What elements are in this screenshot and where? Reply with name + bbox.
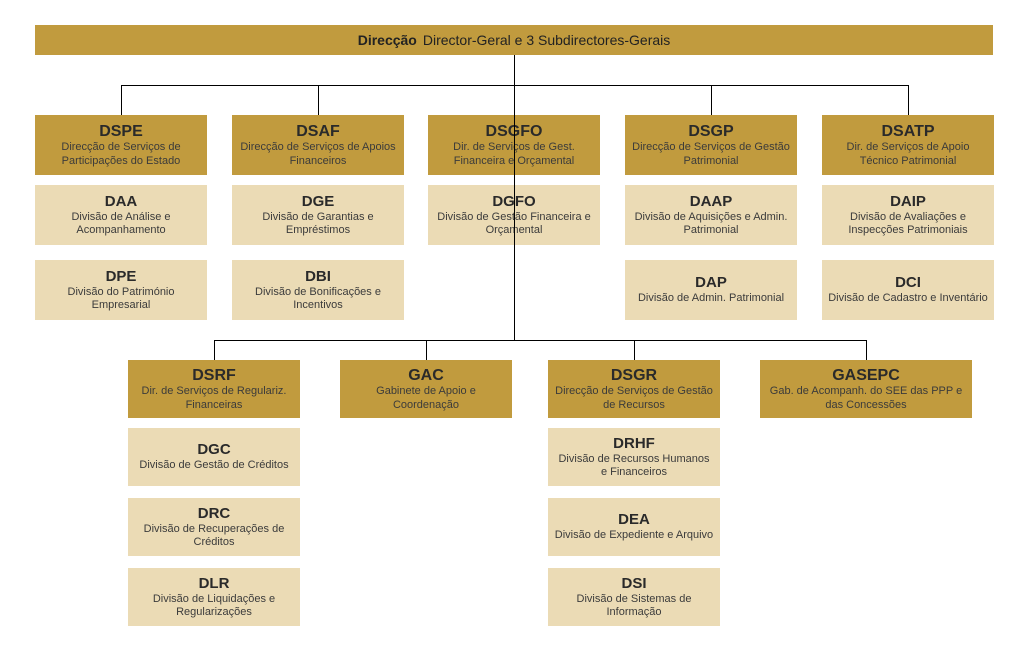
row1-dir-dsaf-abbr: DSAF xyxy=(296,122,340,141)
row2-unit-dsrf-abbr: DSRF xyxy=(192,366,236,385)
row1-div-dbi-abbr: DBI xyxy=(305,268,331,286)
connector-h xyxy=(214,340,866,341)
row2-div-dlr-abbr: DLR xyxy=(199,575,230,593)
root-title: Direcção xyxy=(358,32,417,48)
row1-div-daa-abbr: DAA xyxy=(105,193,138,211)
row1-div-dbi: DBIDivisão de Bonificações e Incentivos xyxy=(232,260,404,320)
row2-div-drhf-abbr: DRHF xyxy=(613,435,655,453)
row2-div-dsi-desc: Divisão de Sistemas de Informação xyxy=(554,593,714,619)
row2-unit-gac-abbr: GAC xyxy=(408,366,444,385)
row2-unit-dsgr: DSGRDirecção de Serviços de Gestão de Re… xyxy=(548,360,720,418)
connector-v xyxy=(514,85,515,340)
row1-div-dap-desc: Divisão de Admin. Patrimonial xyxy=(638,292,784,305)
row2-div-dsi-abbr: DSI xyxy=(621,575,646,593)
row2-div-dgc: DGCDivisão de Gestão de Créditos xyxy=(128,428,300,486)
row2-unit-gac-desc: Gabinete de Apoio e Coordenação xyxy=(346,385,506,411)
row2-div-dlr: DLRDivisão de Liquidações e Regularizaçõ… xyxy=(128,568,300,626)
row1-div-daap-desc: Divisão de Aquisições e Admin. Patrimoni… xyxy=(631,211,791,237)
connector-v xyxy=(426,340,427,360)
row1-div-dci-desc: Divisão de Cadastro e Inventário xyxy=(828,292,988,305)
connector-v xyxy=(908,85,909,115)
row2-unit-gasepc-abbr: GASEPC xyxy=(832,366,900,385)
connector-v xyxy=(318,85,319,115)
row1-dir-dsaf: DSAFDirecção de Serviços de Apoios Finan… xyxy=(232,115,404,175)
row2-div-drhf: DRHFDivisão de Recursos Humanos e Financ… xyxy=(548,428,720,486)
row2-div-dea-abbr: DEA xyxy=(618,511,650,529)
row1-dir-dspe-abbr: DSPE xyxy=(99,122,143,141)
row1-div-daap-abbr: DAAP xyxy=(690,193,733,211)
row2-unit-dsrf: DSRFDir. de Serviços de Regulariz. Finan… xyxy=(128,360,300,418)
row1-div-dge-abbr: DGE xyxy=(302,193,335,211)
row2-div-drhf-desc: Divisão de Recursos Humanos e Financeiro… xyxy=(554,453,714,479)
row2-unit-gasepc-desc: Gab. de Acompanh. do SEE das PPP e das C… xyxy=(766,385,966,411)
connector-v xyxy=(711,85,712,115)
row1-dir-dsatp-abbr: DSATP xyxy=(881,122,934,141)
root-directorate-box: Direcção Director-Geral e 3 Subdirectore… xyxy=(35,25,993,55)
row1-div-dpe-desc: Divisão do Património Empresarial xyxy=(41,286,201,312)
connector-v xyxy=(634,340,635,360)
row1-div-daa: DAADivisão de Análise e Acompanhamento xyxy=(35,185,207,245)
row2-div-dlr-desc: Divisão de Liquidações e Regularizações xyxy=(134,593,294,619)
row1-dir-dsatp-desc: Dir. de Serviços de Apoio Técnico Patrim… xyxy=(828,141,988,167)
row1-dir-dspe-desc: Direcção de Serviços de Participações do… xyxy=(41,141,201,167)
row1-div-daap: DAAPDivisão de Aquisições e Admin. Patri… xyxy=(625,185,797,245)
row2-div-drc: DRCDivisão de Recuperações de Créditos xyxy=(128,498,300,556)
row2-unit-dsrf-desc: Dir. de Serviços de Regulariz. Financeir… xyxy=(134,385,294,411)
connector-v xyxy=(121,85,122,115)
row2-div-dgc-abbr: DGC xyxy=(197,441,230,459)
row2-div-drc-abbr: DRC xyxy=(198,505,231,523)
row1-div-dpe-abbr: DPE xyxy=(106,268,137,286)
row2-unit-gac: GACGabinete de Apoio e Coordenação xyxy=(340,360,512,418)
row1-dir-dsatp: DSATPDir. de Serviços de Apoio Técnico P… xyxy=(822,115,994,175)
row1-div-daip: DAIPDivisão de Avaliações e Inspecções P… xyxy=(822,185,994,245)
row2-unit-dsgr-desc: Direcção de Serviços de Gestão de Recurs… xyxy=(554,385,714,411)
row1-dir-dsaf-desc: Direcção de Serviços de Apoios Financeir… xyxy=(238,141,398,167)
row1-div-daa-desc: Divisão de Análise e Acompanhamento xyxy=(41,211,201,237)
row2-unit-gasepc: GASEPCGab. de Acompanh. do SEE das PPP e… xyxy=(760,360,972,418)
row2-div-dgc-desc: Divisão de Gestão de Créditos xyxy=(139,459,288,472)
row1-dir-dsgp-abbr: DSGP xyxy=(688,122,733,141)
row1-div-dge-desc: Divisão de Garantias e Empréstimos xyxy=(238,211,398,237)
row2-unit-dsgr-abbr: DSGR xyxy=(611,366,657,385)
row2-div-dea-desc: Divisão de Expediente e Arquivo xyxy=(555,529,713,542)
row2-div-dsi: DSIDivisão de Sistemas de Informação xyxy=(548,568,720,626)
root-subtitle: Director-Geral e 3 Subdirectores-Gerais xyxy=(423,32,670,48)
row1-div-dci-abbr: DCI xyxy=(895,274,921,292)
row1-dir-dsgp: DSGPDirecção de Serviços de Gestão Patri… xyxy=(625,115,797,175)
row1-div-dap-abbr: DAP xyxy=(695,274,727,292)
row1-div-dge: DGEDivisão de Garantias e Empréstimos xyxy=(232,185,404,245)
row2-div-drc-desc: Divisão de Recuperações de Créditos xyxy=(134,523,294,549)
row1-dir-dsgp-desc: Direcção de Serviços de Gestão Patrimoni… xyxy=(631,141,791,167)
row1-div-daip-abbr: DAIP xyxy=(890,193,926,211)
row1-div-dap: DAPDivisão de Admin. Patrimonial xyxy=(625,260,797,320)
connector-v xyxy=(866,340,867,360)
connector-v xyxy=(514,55,515,85)
connector-v xyxy=(214,340,215,360)
row1-div-dpe: DPEDivisão do Património Empresarial xyxy=(35,260,207,320)
row1-div-dbi-desc: Divisão de Bonificações e Incentivos xyxy=(238,286,398,312)
row1-dir-dspe: DSPEDirecção de Serviços de Participaçõe… xyxy=(35,115,207,175)
row1-div-dci: DCIDivisão de Cadastro e Inventário xyxy=(822,260,994,320)
row1-div-daip-desc: Divisão de Avaliações e Inspecções Patri… xyxy=(828,211,988,237)
row2-div-dea: DEADivisão de Expediente e Arquivo xyxy=(548,498,720,556)
